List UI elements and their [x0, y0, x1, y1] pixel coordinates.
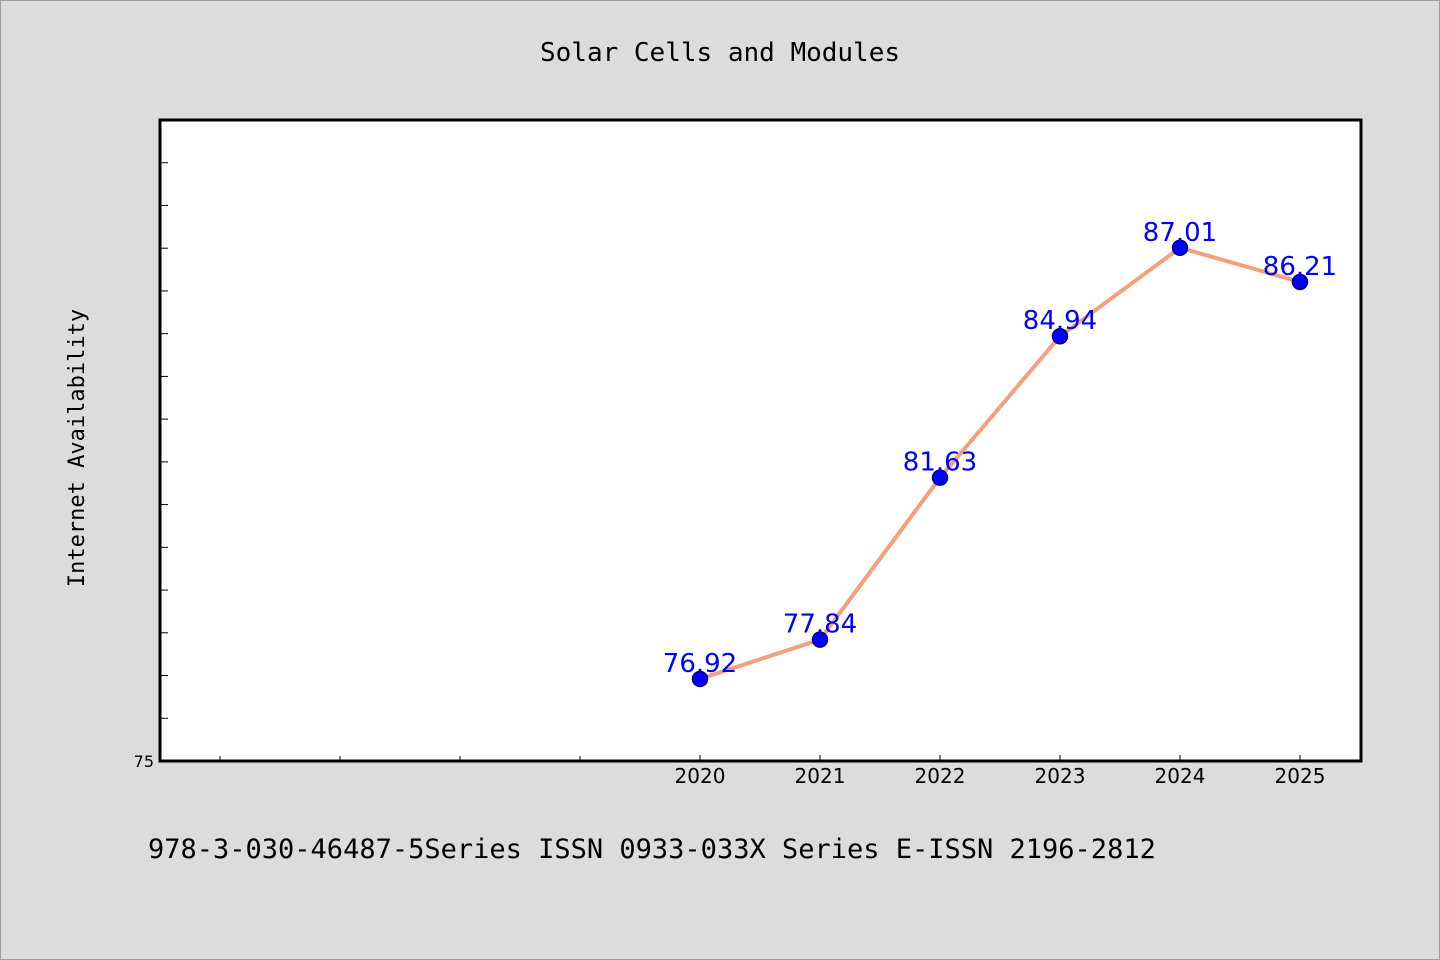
data-point: [1171, 239, 1189, 257]
y-tick-label: 75: [134, 752, 154, 771]
x-tick-label: 2021: [795, 764, 846, 788]
data-point: [811, 631, 829, 648]
footer-isbn-text: 978-3-030-46487-5Series ISSN 0933-033X S…: [148, 834, 1156, 865]
x-tick-label: 2023: [1035, 764, 1086, 788]
data-point: [1291, 273, 1309, 291]
plot-area: [158, 118, 1363, 763]
y-axis-ticks: 75: [134, 162, 168, 771]
x-tick-label: 2022: [915, 764, 966, 788]
data-point: [691, 670, 709, 688]
data-label: 77.84: [783, 610, 857, 640]
series-line-group: 76.92 77.84 81.63 84.94 87.01 86.21: [663, 218, 1337, 688]
x-tick-label: 2020: [675, 764, 726, 788]
data-label: 87.01: [1143, 218, 1217, 248]
x-tick-label: 2024: [1155, 764, 1206, 788]
series-line: [699, 245, 1301, 681]
data-point: [1051, 327, 1069, 345]
chart-title: Solar Cells and Modules: [540, 38, 900, 68]
data-label: 84.94: [1023, 306, 1097, 336]
data-label: 86.21: [1263, 252, 1337, 282]
data-label: 81.63: [903, 448, 977, 478]
y-axis-label: Internet Availability: [65, 309, 90, 587]
x-tick-label: 2025: [1275, 764, 1326, 788]
x-axis-ticks: 2020 2021 2022 2023 2024 2025: [219, 755, 1326, 788]
data-label: 76.92: [663, 649, 737, 679]
data-point: [931, 469, 949, 486]
